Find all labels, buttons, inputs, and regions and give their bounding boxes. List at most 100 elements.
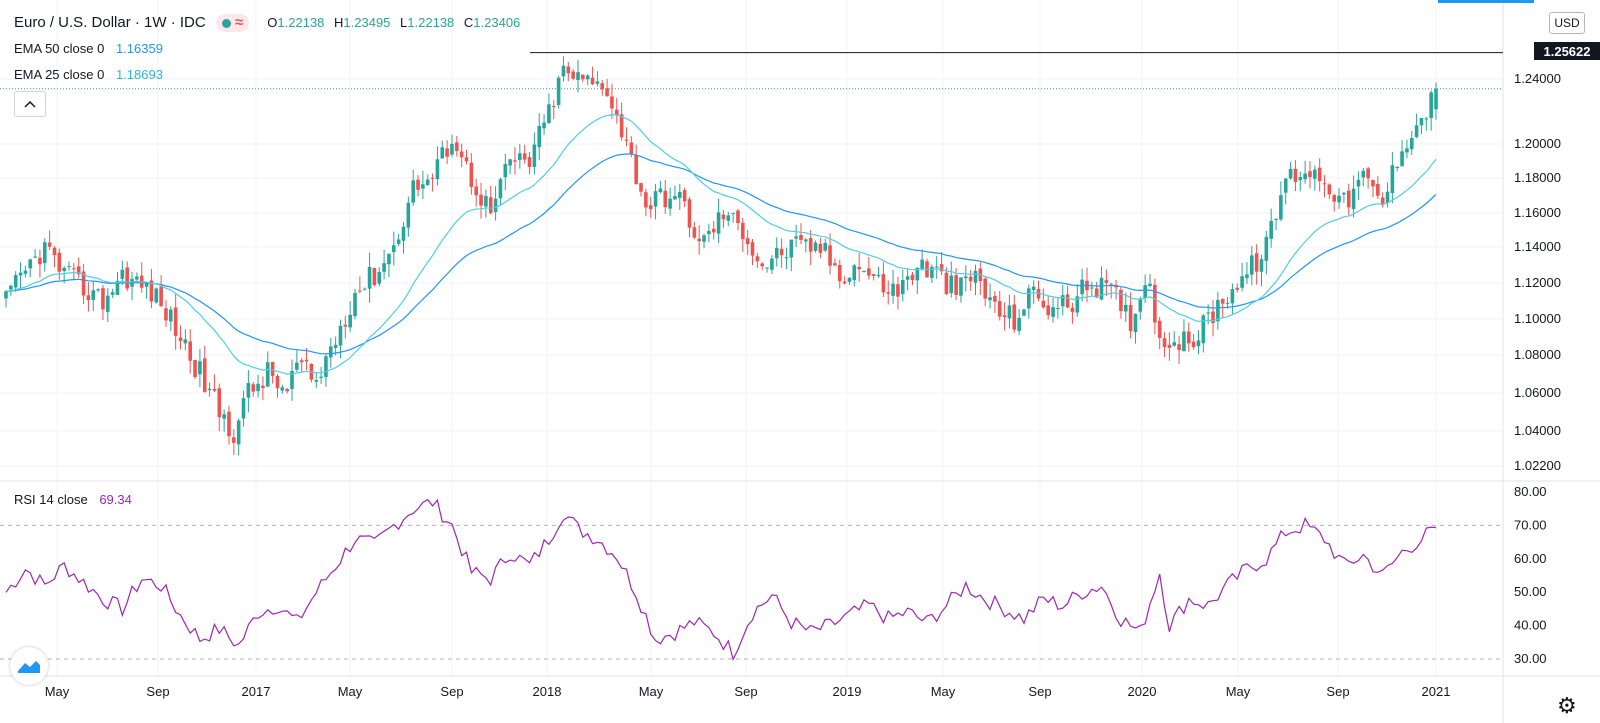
candle[interactable] xyxy=(741,217,745,253)
candle[interactable] xyxy=(697,225,701,255)
candle[interactable] xyxy=(527,152,532,174)
candle[interactable] xyxy=(721,209,726,228)
candle[interactable] xyxy=(745,229,750,255)
candle[interactable] xyxy=(222,409,226,432)
candle[interactable] xyxy=(910,271,915,286)
candle[interactable] xyxy=(1269,208,1273,248)
candle[interactable] xyxy=(876,266,881,278)
candle[interactable] xyxy=(299,358,304,373)
candle[interactable] xyxy=(653,183,658,220)
candle[interactable] xyxy=(67,261,71,271)
candle[interactable] xyxy=(377,267,382,287)
collapse-legend-button[interactable] xyxy=(14,91,46,117)
candle[interactable] xyxy=(1230,283,1235,314)
candle[interactable] xyxy=(1138,296,1143,320)
candle[interactable] xyxy=(663,180,668,214)
candle[interactable] xyxy=(362,287,367,291)
candle[interactable] xyxy=(1104,269,1109,296)
candle[interactable] xyxy=(857,252,861,282)
candle[interactable] xyxy=(421,170,425,199)
candle[interactable] xyxy=(794,224,798,248)
candle[interactable] xyxy=(484,189,488,218)
candle[interactable] xyxy=(891,270,895,304)
candle[interactable] xyxy=(1119,287,1123,319)
candle[interactable] xyxy=(1400,140,1404,167)
candle[interactable] xyxy=(169,306,173,332)
candle[interactable] xyxy=(862,270,866,273)
ema50-line[interactable] xyxy=(5,153,1437,355)
candle[interactable] xyxy=(600,80,605,96)
candle[interactable] xyxy=(406,196,411,237)
candle[interactable] xyxy=(57,248,62,280)
candle[interactable] xyxy=(1303,160,1307,184)
candle[interactable] xyxy=(707,223,711,243)
candle[interactable] xyxy=(435,146,440,186)
candle[interactable] xyxy=(993,291,997,313)
candle[interactable] xyxy=(828,233,832,275)
symbol-title[interactable]: Euro / U.S. Dollar · 1W · IDC xyxy=(14,14,206,31)
candle[interactable] xyxy=(1313,165,1317,191)
candle[interactable] xyxy=(731,212,735,223)
candle[interactable] xyxy=(358,276,362,294)
candle[interactable] xyxy=(319,366,323,385)
candle[interactable] xyxy=(488,185,493,215)
candle[interactable] xyxy=(38,249,42,278)
candle[interactable] xyxy=(1094,281,1099,298)
candle[interactable] xyxy=(18,262,23,290)
candle[interactable] xyxy=(784,247,789,270)
candle[interactable] xyxy=(396,233,401,247)
candle[interactable] xyxy=(1196,330,1201,355)
candle[interactable] xyxy=(1051,297,1055,323)
candle[interactable] xyxy=(687,196,692,238)
candle[interactable] xyxy=(823,238,828,253)
candle[interactable] xyxy=(968,270,973,291)
candle[interactable] xyxy=(101,284,105,321)
candle[interactable] xyxy=(183,329,188,351)
candle[interactable] xyxy=(1216,291,1220,330)
candle[interactable] xyxy=(547,93,551,124)
candle[interactable] xyxy=(1390,152,1395,204)
candle[interactable] xyxy=(4,290,8,308)
candle[interactable] xyxy=(944,267,949,296)
candle[interactable] xyxy=(1429,90,1433,131)
candle[interactable] xyxy=(1167,332,1172,361)
candle[interactable] xyxy=(295,350,299,373)
candle[interactable] xyxy=(755,252,760,268)
candle[interactable] xyxy=(808,230,813,265)
candle[interactable] xyxy=(1395,166,1400,172)
candle[interactable] xyxy=(1186,322,1191,352)
candle[interactable] xyxy=(576,59,580,93)
candle[interactable] xyxy=(1070,302,1075,324)
candle[interactable] xyxy=(328,337,333,368)
candle[interactable] xyxy=(130,272,134,300)
candle[interactable] xyxy=(1123,292,1128,322)
candle[interactable] xyxy=(304,347,309,371)
candle[interactable] xyxy=(1060,284,1065,316)
candle[interactable] xyxy=(619,102,624,141)
candle[interactable] xyxy=(590,66,595,85)
candle[interactable] xyxy=(648,196,653,218)
candle[interactable] xyxy=(387,253,391,278)
candle[interactable] xyxy=(13,271,18,292)
candle[interactable] xyxy=(1172,331,1177,347)
candle[interactable] xyxy=(149,268,154,309)
ema25-legend[interactable]: EMA 25 close 0 1.18693 xyxy=(14,67,163,82)
candle[interactable] xyxy=(125,261,129,292)
candle[interactable] xyxy=(818,237,823,259)
candle[interactable] xyxy=(774,237,779,267)
candle[interactable] xyxy=(1133,313,1138,344)
candle[interactable] xyxy=(896,276,900,310)
candle[interactable] xyxy=(1157,316,1162,350)
candle[interactable] xyxy=(416,175,420,197)
candle[interactable] xyxy=(1356,171,1361,201)
candle[interactable] xyxy=(159,275,163,308)
candle[interactable] xyxy=(474,178,479,207)
candle[interactable] xyxy=(668,187,672,216)
candle[interactable] xyxy=(934,255,939,279)
candle[interactable] xyxy=(624,127,629,147)
candle[interactable] xyxy=(1264,231,1269,275)
candle[interactable] xyxy=(1249,246,1254,286)
candle[interactable] xyxy=(246,370,251,413)
candle[interactable] xyxy=(997,290,1002,321)
candle[interactable] xyxy=(571,69,575,81)
